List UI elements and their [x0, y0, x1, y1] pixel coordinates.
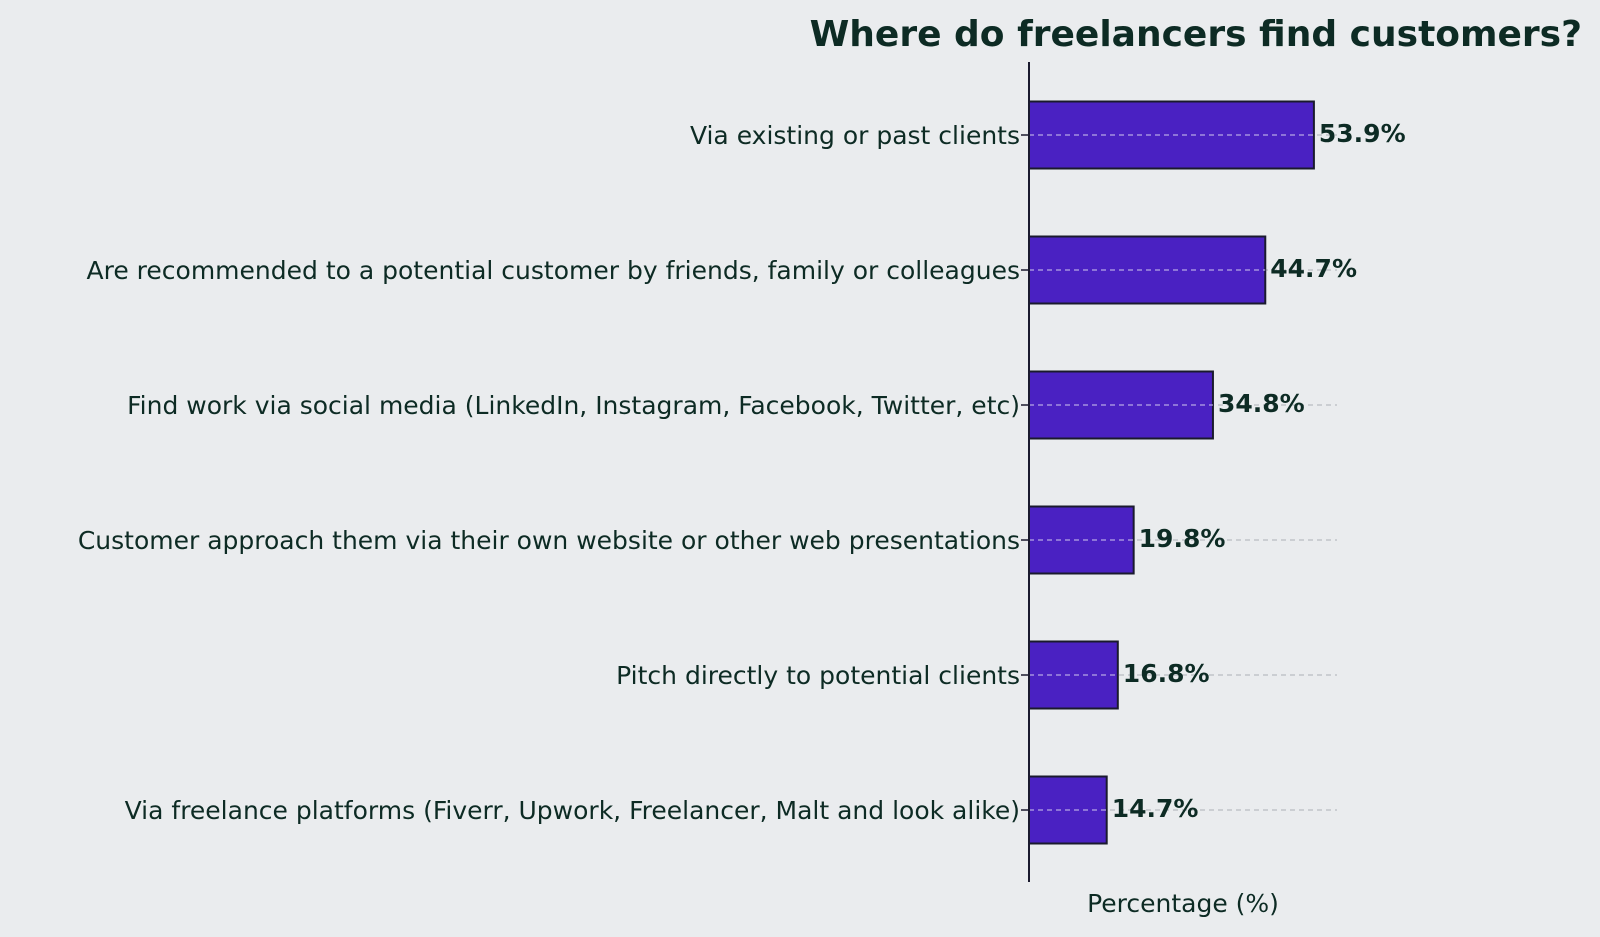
category-label: Via existing or past clients [690, 121, 1020, 150]
category-label: Are recommended to a potential customer … [87, 256, 1020, 285]
value-label: 34.8% [1218, 389, 1305, 418]
value-label: 19.8% [1139, 524, 1226, 553]
category-label: Via freelance platforms (Fiverr, Upwork,… [125, 796, 1020, 825]
bar [1028, 100, 1315, 170]
x-axis-label: Percentage (%) [1087, 889, 1279, 918]
chart-title: Where do freelancers find customers? [809, 14, 1582, 55]
value-label: 14.7% [1112, 794, 1199, 823]
category-label: Pitch directly to potential clients [616, 661, 1020, 690]
value-labels: 53.9% 44.7% 34.8% 19.8% 16.8% 14.7% [1112, 119, 1406, 823]
value-label: 16.8% [1123, 659, 1210, 688]
bars [1028, 100, 1315, 845]
value-label: 44.7% [1270, 254, 1357, 283]
category-labels: Via existing or past clients Are recommen… [78, 121, 1029, 825]
value-label: 53.9% [1319, 119, 1406, 148]
bar [1028, 505, 1135, 575]
category-label: Customer approach them via their own web… [78, 526, 1020, 555]
category-label: Find work via social media (LinkedIn, In… [127, 391, 1020, 420]
